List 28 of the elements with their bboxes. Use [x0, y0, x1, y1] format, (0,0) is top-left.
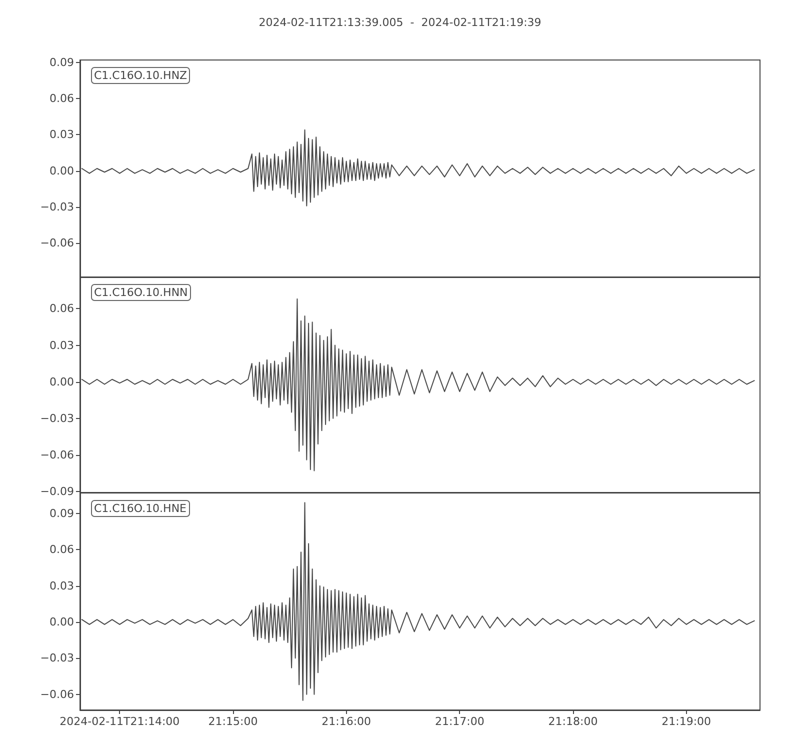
y-tick-label: 0.06 — [50, 543, 74, 556]
y-tick-label: −0.09 — [40, 484, 74, 498]
y-tick-label: −0.03 — [40, 200, 74, 214]
y-tick-label: 0.00 — [50, 616, 74, 629]
y-tick-label: 0.09 — [50, 507, 74, 520]
y-tick-label: 0.09 — [50, 56, 74, 69]
x-tick-label: 21:15:00 — [208, 715, 258, 728]
x-tick-label: 2024-02-11T21:14:00 — [60, 715, 180, 728]
y-tick-label: 0.03 — [50, 580, 74, 593]
x-tick-label: 21:19:00 — [662, 715, 712, 728]
annotation: C1.C16O.10.HNZ — [94, 69, 188, 82]
y-tick-label: −0.03 — [40, 412, 74, 425]
y-tick-label: −0.06 — [40, 688, 74, 702]
y-tick-label: −0.06 — [40, 236, 74, 250]
y-tick-label: 0.03 — [50, 338, 74, 352]
y-tick-label: −0.03 — [40, 652, 74, 665]
y-tick-label: 0.00 — [50, 164, 74, 178]
annotation: C1.C16O.10.HNE — [94, 502, 187, 516]
chart-title: 2024-02-11T21:13:39.005 - 2024-02-11T21:19:39 — [258, 16, 542, 29]
y-tick-label: 0.00 — [50, 374, 74, 388]
y-tick-label: 0.03 — [50, 128, 74, 142]
y-tick-label: −0.06 — [40, 448, 74, 462]
x-tick-label: 21:18:00 — [548, 715, 598, 728]
x-tick-label: 21:16:00 — [322, 715, 372, 728]
annotation: C1.C16O.10.HNN — [94, 286, 188, 299]
y-tick-label: 0.06 — [50, 92, 74, 106]
x-tick-label: 21:17:00 — [434, 715, 484, 728]
y-tick-label: 0.06 — [50, 302, 74, 315]
